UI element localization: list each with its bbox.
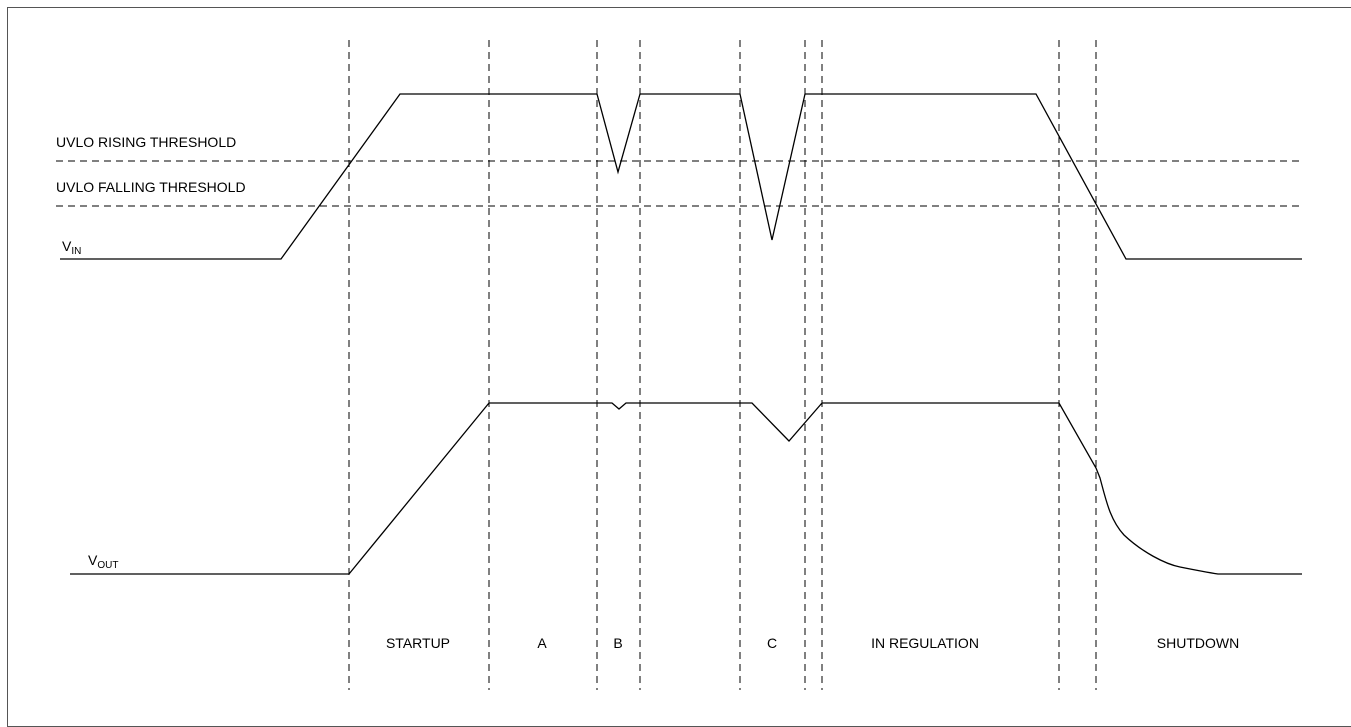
segment-startup-label: STARTUP	[386, 635, 450, 651]
segment-b-label: B	[613, 635, 622, 651]
segment-c-label: C	[767, 635, 777, 651]
uvlo-falling-threshold-label: UVLO FALLING THRESHOLD	[56, 179, 246, 195]
vout-label: VOUT	[88, 552, 118, 571]
vout-waveform	[70, 402, 1302, 575]
segment-a-label: A	[537, 635, 547, 651]
vin-waveform	[60, 93, 1302, 260]
uvlo-rising-threshold-label: UVLO RISING THRESHOLD	[56, 134, 236, 150]
segment-shutdown-label: SHUTDOWN	[1157, 635, 1239, 651]
segment-in-regulation-label: IN REGULATION	[871, 635, 979, 651]
vin-label: VIN	[62, 238, 81, 257]
